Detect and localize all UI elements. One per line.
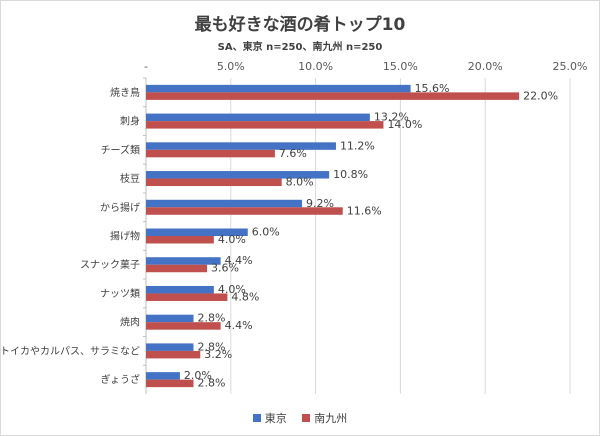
data-label: 4.0% xyxy=(218,233,246,246)
legend: 東京 南九州 xyxy=(0,410,600,426)
bar-tokyo xyxy=(146,142,336,150)
bar-tokyo xyxy=(146,228,248,236)
data-label: 11.2% xyxy=(340,139,375,152)
bar-tokyo xyxy=(146,113,370,122)
data-label: 4.0% xyxy=(218,283,246,296)
bar-minamikyushu xyxy=(146,92,520,100)
legend-label-tokyo: 東京 xyxy=(264,412,287,425)
bar-tokyo xyxy=(146,257,221,265)
category-label: から揚げ xyxy=(100,201,140,214)
x-tick-label: - xyxy=(144,60,148,73)
data-label: 3.6% xyxy=(211,262,239,275)
data-label: 2.8% xyxy=(197,312,225,325)
category-label: スナック菓子 xyxy=(80,259,140,271)
bar-minamikyushu xyxy=(146,379,194,388)
category-label: 焼き鳥 xyxy=(110,86,140,99)
x-tick-label: 5.0% xyxy=(217,60,245,73)
bar-minamikyushu xyxy=(146,236,214,244)
category-label: ナッツ類 xyxy=(100,288,140,300)
bar-tokyo xyxy=(146,171,330,179)
category-label: 揚げ物 xyxy=(110,230,140,243)
category-label: ソフトイカやカルパス、サラミなど xyxy=(0,345,140,357)
data-label: 2.8% xyxy=(197,377,225,390)
category-label: 枝豆 xyxy=(120,172,140,185)
x-tick-label: 15.0% xyxy=(383,60,418,73)
data-label: 22.0% xyxy=(523,89,558,102)
legend-item-minamikyushu: 南九州 xyxy=(302,410,347,426)
chart-subtitle: SA、東京 n=250、南九州 n=250 xyxy=(217,42,383,53)
x-tick-label: 20.0% xyxy=(468,60,503,73)
legend-swatch-tokyo xyxy=(252,414,261,422)
category-label: 刺身 xyxy=(120,115,140,128)
data-label: 8.0% xyxy=(286,176,314,189)
bar-minamikyushu xyxy=(146,293,228,301)
bar-minamikyushu xyxy=(146,322,221,330)
bar-minamikyushu xyxy=(146,149,275,158)
bar-minamikyushu xyxy=(146,178,282,187)
bar-tokyo xyxy=(146,372,180,380)
category-label: 焼肉 xyxy=(120,316,140,329)
data-label: 2.0% xyxy=(184,369,212,382)
legend-label-minamikyushu: 南九州 xyxy=(314,412,348,425)
x-tick-label: 10.0% xyxy=(298,60,333,73)
data-label: 6.0% xyxy=(252,226,280,239)
data-label: 10.8% xyxy=(333,168,368,181)
data-label: 4.4% xyxy=(225,254,253,267)
bar-minamikyushu xyxy=(146,207,343,215)
bar-minamikyushu xyxy=(146,121,384,129)
legend-swatch-minamikyushu xyxy=(302,414,311,422)
bar-tokyo xyxy=(146,285,214,294)
bar-tokyo xyxy=(146,314,194,323)
data-label: 4.4% xyxy=(225,319,253,332)
data-label: 7.6% xyxy=(279,147,307,160)
data-label: 2.8% xyxy=(197,340,225,353)
bar-tokyo xyxy=(146,84,411,93)
x-tick-label: 25.0% xyxy=(553,60,588,73)
bar-minamikyushu xyxy=(146,264,208,273)
bar-tokyo xyxy=(146,343,194,351)
category-label: チーズ類 xyxy=(101,143,141,156)
category-label: ぎょうざ xyxy=(101,373,141,386)
bar-tokyo xyxy=(146,199,303,208)
data-label: 4.8% xyxy=(231,290,259,303)
data-label: 9.2% xyxy=(306,197,334,210)
bar-minamikyushu xyxy=(146,350,201,359)
data-label: 14.0% xyxy=(387,118,422,131)
data-label: 3.2% xyxy=(204,348,232,361)
data-label: 13.2% xyxy=(374,111,409,124)
data-label: 15.6% xyxy=(415,82,450,95)
chart-title: 最も好きな酒の肴トップ10 xyxy=(194,15,406,35)
legend-item-tokyo: 東京 xyxy=(252,410,287,426)
data-label: 11.6% xyxy=(347,204,382,217)
